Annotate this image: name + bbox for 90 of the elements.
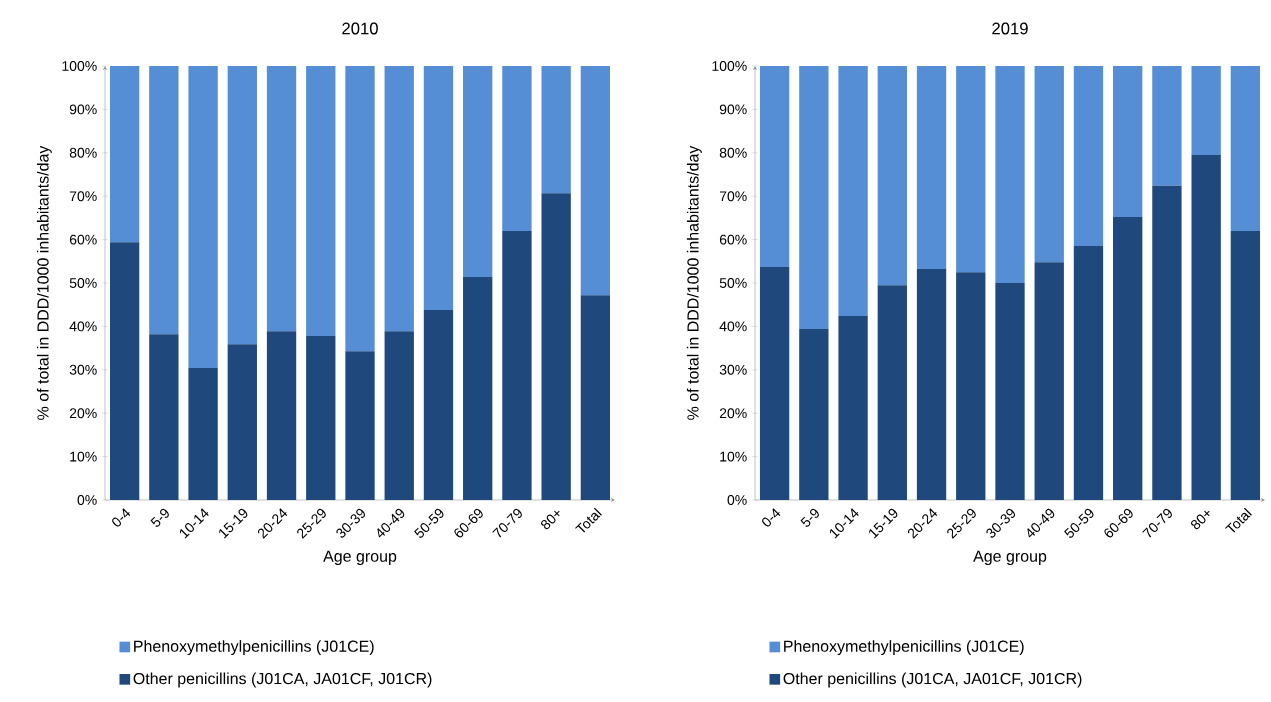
x-tick-label: 80+ bbox=[541, 510, 560, 530]
bar bbox=[580, 65, 611, 296]
bar bbox=[1191, 65, 1221, 155]
bar bbox=[345, 65, 375, 352]
x-axis-title: Age group bbox=[323, 550, 397, 566]
y-axis-title: % of total in DDD/1000 inhabitants/day bbox=[36, 145, 52, 420]
y-tick-label: 100% bbox=[62, 61, 97, 71]
legend-label: Other penicillins (J01CA, JA01CF, J01CR) bbox=[783, 672, 1082, 688]
bar bbox=[227, 65, 257, 345]
bar bbox=[345, 351, 375, 500]
bar bbox=[1152, 185, 1182, 500]
bar bbox=[838, 315, 868, 500]
y-tick-label: 30% bbox=[69, 364, 97, 375]
bar bbox=[149, 334, 179, 500]
x-axis-title: Age group bbox=[973, 550, 1047, 566]
bar bbox=[877, 65, 907, 286]
bar bbox=[1113, 217, 1143, 500]
bar bbox=[1152, 65, 1182, 186]
bar bbox=[995, 65, 1025, 283]
y-tick-label: 60% bbox=[69, 234, 97, 245]
bar bbox=[423, 309, 454, 500]
bar bbox=[580, 295, 611, 500]
y-tick-label: 70% bbox=[69, 191, 97, 202]
chart-title: 2010 bbox=[342, 22, 378, 35]
bar bbox=[109, 242, 140, 500]
bar bbox=[799, 328, 829, 500]
bar bbox=[1034, 262, 1064, 500]
legend-label: Other penicillins (J01CA, JA01CF, J01CR) bbox=[133, 672, 432, 688]
chart-title: 2019 bbox=[992, 22, 1028, 35]
y-tick-label: 80% bbox=[69, 147, 97, 158]
y-tick-label: 0% bbox=[77, 495, 97, 505]
bar bbox=[759, 65, 790, 267]
bar bbox=[1034, 65, 1064, 263]
bar bbox=[877, 285, 907, 500]
bar bbox=[916, 269, 947, 500]
bar bbox=[799, 65, 829, 329]
bar bbox=[916, 65, 947, 270]
bar bbox=[956, 65, 986, 273]
bar bbox=[266, 331, 297, 500]
bar bbox=[188, 65, 218, 369]
bar bbox=[502, 230, 532, 500]
y-tick-label: 100% bbox=[712, 61, 747, 71]
bar bbox=[188, 368, 218, 500]
y-tick-label: 80% bbox=[719, 147, 747, 158]
bar bbox=[384, 331, 414, 500]
legend-label: Phenoxymethylpenicillins (J01CE) bbox=[134, 640, 374, 656]
y-tick-label: 10% bbox=[70, 451, 97, 462]
bar bbox=[956, 272, 986, 500]
y-tick-label: 10% bbox=[720, 451, 747, 462]
x-tick-label: 5-9 bbox=[150, 508, 169, 527]
y-tick-label: 70% bbox=[719, 191, 747, 202]
y-tick-label: 20% bbox=[69, 408, 97, 419]
bar bbox=[423, 65, 454, 310]
bar bbox=[541, 65, 571, 194]
bar bbox=[463, 65, 493, 277]
bar bbox=[384, 65, 414, 332]
bar bbox=[759, 266, 790, 500]
y-axis-title: % of total in DDD/1000 inhabitants/day bbox=[686, 145, 702, 420]
bar bbox=[306, 65, 336, 336]
bar bbox=[1073, 65, 1104, 247]
bar bbox=[1191, 154, 1221, 500]
y-tick-label: 90% bbox=[719, 104, 747, 115]
bar bbox=[502, 65, 532, 231]
bar bbox=[1230, 230, 1261, 500]
y-tick-label: 20% bbox=[719, 408, 747, 419]
bar bbox=[1113, 65, 1143, 218]
bar bbox=[838, 65, 868, 316]
y-tick-label: 0% bbox=[727, 495, 747, 505]
y-tick-label: 40% bbox=[719, 321, 747, 332]
bar bbox=[1230, 65, 1261, 231]
y-tick-label: 50% bbox=[719, 278, 747, 288]
bar bbox=[1073, 246, 1104, 500]
y-tick-label: 90% bbox=[69, 104, 97, 115]
bar bbox=[541, 193, 571, 500]
x-tick-label: 5-9 bbox=[800, 508, 819, 527]
x-tick-label: 0-4 bbox=[112, 508, 131, 527]
x-tick-label: 0-4 bbox=[762, 508, 781, 527]
y-tick-label: 50% bbox=[69, 278, 97, 288]
bar bbox=[306, 335, 336, 500]
bar bbox=[266, 65, 297, 332]
x-tick-label: 80+ bbox=[1191, 510, 1210, 530]
y-tick-label: 60% bbox=[719, 234, 747, 245]
y-tick-label: 30% bbox=[719, 364, 747, 375]
bar bbox=[149, 65, 179, 335]
legend-label: Phenoxymethylpenicillins (J01CE) bbox=[784, 640, 1024, 656]
bar bbox=[995, 282, 1025, 500]
bar bbox=[109, 65, 140, 243]
y-tick-label: 40% bbox=[69, 321, 97, 332]
bar bbox=[463, 276, 493, 500]
bar bbox=[227, 344, 257, 500]
